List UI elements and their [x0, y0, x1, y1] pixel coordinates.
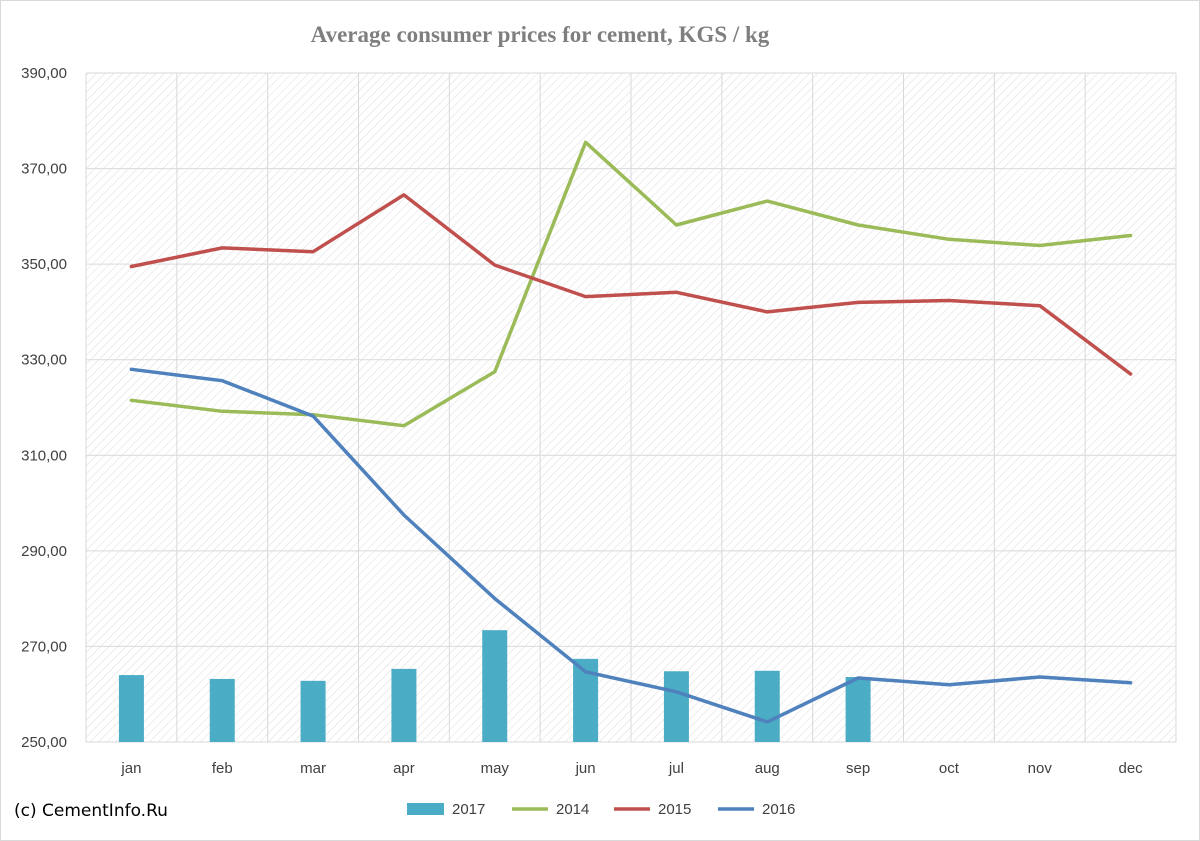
bar-2017	[663, 671, 689, 742]
x-axis-ticks: jan feb mar apr may jun jul aug sep oct nov dec	[120, 760, 1143, 777]
source-watermark: (c) CementInfo.Ru	[14, 801, 168, 821]
x-tick-label: aug	[755, 760, 780, 777]
x-tick-label: mar	[300, 760, 326, 777]
y-tick-label: 390,00	[21, 65, 67, 82]
x-tick-label: jun	[575, 760, 596, 777]
x-tick-label: sep	[846, 760, 870, 777]
y-axis-ticks: 250,00 270,00 290,00 310,00 330,00 350,00 370,…	[21, 65, 67, 751]
y-tick-label: 290,00	[21, 543, 67, 560]
x-tick-label: may	[481, 760, 510, 777]
legend: 2017 2014 2015 2016	[407, 801, 795, 818]
bar-2017	[845, 677, 871, 742]
bar-2017	[482, 630, 508, 742]
bars-2017	[118, 630, 871, 742]
legend-label-2015: 2015	[658, 801, 691, 818]
bar-2017	[209, 678, 235, 742]
line-2016	[129, 367, 1133, 724]
x-tick-label: oct	[939, 760, 960, 777]
legend-label-2014: 2014	[556, 801, 589, 818]
y-tick-label: 270,00	[21, 638, 67, 655]
line-2014	[129, 140, 1133, 428]
x-tick-label: jul	[668, 760, 684, 777]
y-tick-label: 330,00	[21, 352, 67, 369]
bar-2017	[118, 675, 144, 742]
series-lines	[129, 140, 1133, 724]
x-tick-label: dec	[1118, 760, 1143, 777]
bar-2017	[754, 670, 780, 742]
x-tick-label: jan	[120, 760, 141, 777]
legend-label-2017: 2017	[452, 801, 485, 818]
legend-swatch-2017	[407, 803, 444, 815]
x-tick-label: feb	[212, 760, 233, 777]
x-tick-label: nov	[1028, 760, 1053, 777]
line-2015	[129, 193, 1133, 376]
bar-2017	[391, 668, 417, 742]
y-tick-label: 250,00	[21, 734, 67, 751]
x-tick-label: apr	[393, 760, 415, 777]
bar-2017	[300, 680, 326, 742]
y-tick-label: 370,00	[21, 161, 67, 178]
gridlines	[85, 72, 1177, 743]
y-tick-label: 310,00	[21, 447, 67, 464]
chart-title: Average consumer prices for cement, KGS …	[311, 22, 770, 47]
legend-label-2016: 2016	[762, 801, 795, 818]
y-tick-label: 350,00	[21, 256, 67, 273]
